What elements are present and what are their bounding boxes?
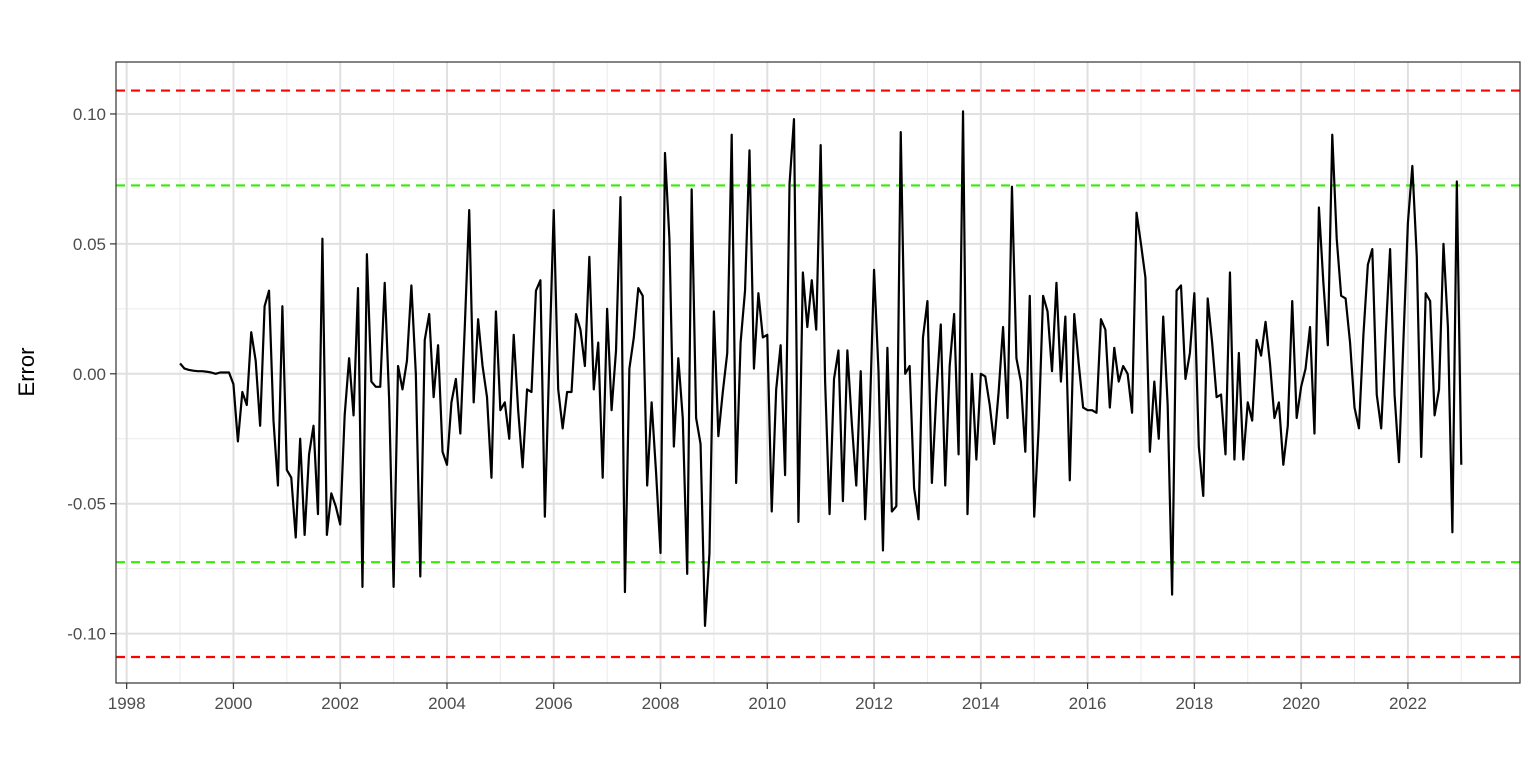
- x-tick-label: 2008: [642, 694, 680, 713]
- x-tick-label: 2016: [1069, 694, 1107, 713]
- x-tick-label: 2004: [428, 694, 466, 713]
- x-tick-label: 2006: [535, 694, 573, 713]
- x-tick-label: 2010: [748, 694, 786, 713]
- x-tick-label: 2022: [1389, 694, 1427, 713]
- series-line: [179, 110, 1463, 627]
- x-tick-label: 2020: [1282, 694, 1320, 713]
- x-tick-label: 2002: [321, 694, 359, 713]
- x-tick-label: 2018: [1175, 694, 1213, 713]
- plot-border: [115, 61, 1521, 684]
- y-axis: -0.10 -0.05 0.00 0.05 0.10: [67, 105, 116, 644]
- y-tick-label: -0.10: [67, 625, 106, 644]
- x-tick-label: 2014: [962, 694, 1000, 713]
- x-tick-label: 1998: [108, 694, 146, 713]
- y-axis-title: Error: [14, 348, 39, 397]
- reference-lines: [116, 89, 1520, 659]
- plot-panel: [116, 62, 1520, 683]
- x-tick-label: 2000: [215, 694, 253, 713]
- y-tick-label: 0.05: [73, 235, 106, 254]
- grid-minor: [116, 62, 1520, 683]
- x-axis: 1998 2000 2002 2004 2006 2008 2010 2012 2014 2016…: [108, 683, 1427, 713]
- x-tick-label: 2012: [855, 694, 893, 713]
- y-tick-label: 0.00: [73, 365, 106, 384]
- y-tick-label: -0.05: [67, 495, 106, 514]
- y-tick-label: 0.10: [73, 105, 106, 124]
